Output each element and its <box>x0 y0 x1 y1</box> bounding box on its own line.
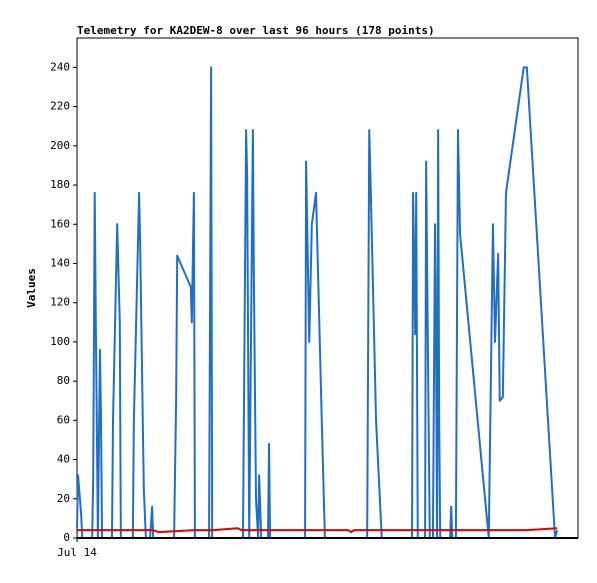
y-tick-label: 140 <box>50 256 70 269</box>
plot-frame <box>76 37 579 539</box>
y-tick-label: 220 <box>50 100 70 113</box>
chart-title: Telemetry for KA2DEW-8 over last 96 hour… <box>77 24 435 37</box>
y-tick-label: 100 <box>50 335 70 348</box>
y-tick-label: 60 <box>57 413 70 426</box>
x-tick-label: Jul 14 <box>57 546 97 559</box>
y-tick-label: 0 <box>63 531 70 544</box>
y-tick-label: 80 <box>57 374 70 387</box>
y-tick-label: 160 <box>50 217 70 230</box>
y-tick-label: 120 <box>50 296 70 309</box>
y-tick-label: 40 <box>57 453 70 466</box>
y-tick-label: 180 <box>50 178 70 191</box>
y-tick-label: 200 <box>50 139 70 152</box>
series-line <box>77 527 558 534</box>
y-tick-label: 20 <box>57 492 70 505</box>
y-tick-label: 240 <box>50 60 70 73</box>
y-axis-label: Values <box>25 268 38 308</box>
